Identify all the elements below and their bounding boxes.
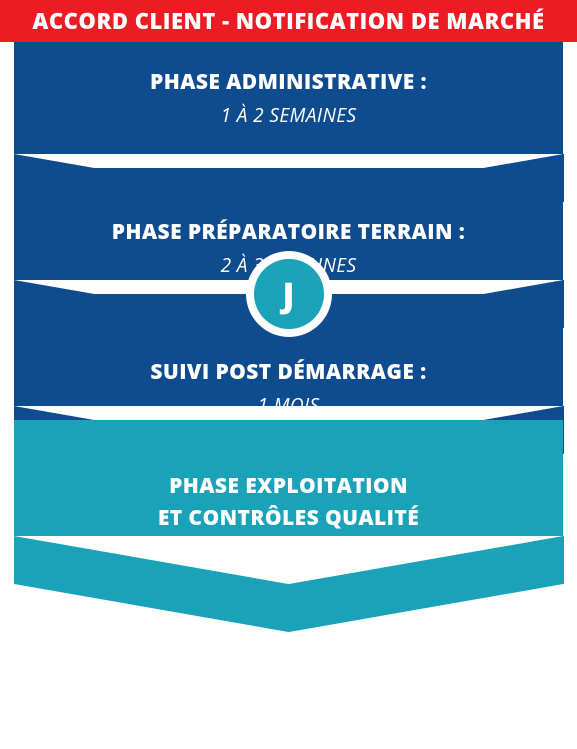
phase-title: PHASE ADMINISTRATIVE : bbox=[150, 68, 427, 96]
phase-duration: 1 À 2 SEMAINES bbox=[221, 102, 357, 128]
badge-ring: J bbox=[246, 251, 332, 337]
chevron-point bbox=[14, 536, 563, 584]
phase-title-line: ET CONTRÔLES QUALITÉ bbox=[158, 504, 419, 532]
milestone-badge: J bbox=[246, 251, 332, 337]
process-diagram: ACCORD CLIENT - NOTIFICATION DE MARCHÉ P… bbox=[0, 0, 577, 749]
phase-title-line: PHASE EXPLOITATION bbox=[169, 472, 408, 500]
chevron-body: PHASE EXPLOITATION ET CONTRÔLES QUALITÉ bbox=[14, 420, 563, 536]
badge-letter: J bbox=[254, 259, 324, 329]
header-banner: ACCORD CLIENT - NOTIFICATION DE MARCHÉ bbox=[0, 0, 577, 42]
chevron-body: PHASE ADMINISTRATIVE : 1 À 2 SEMAINES bbox=[14, 42, 563, 154]
phase-title: SUIVI POST DÉMARRAGE : bbox=[150, 358, 426, 386]
phase-title: PHASE PRÉPARATOIRE TERRAIN : bbox=[112, 218, 466, 246]
header-text: ACCORD CLIENT - NOTIFICATION DE MARCHÉ bbox=[32, 6, 544, 36]
